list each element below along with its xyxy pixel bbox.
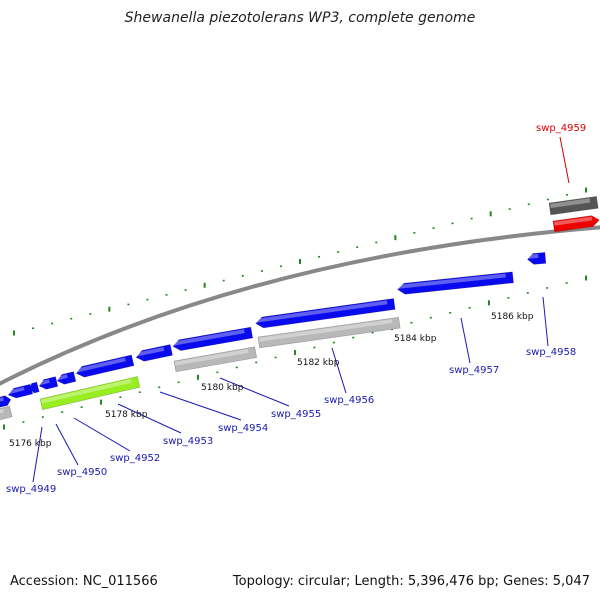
scale-labels: 5176 kbp 5178 kbp 5180 kbp 5182 kbp 5184 kbp… — [9, 312, 534, 449]
gene-label-swp-4955[interactable]: swp_4955 — [271, 409, 321, 420]
gene-reverse[interactable] — [173, 346, 258, 373]
gene-label-swp-4952[interactable]: swp_4952 — [110, 453, 160, 464]
outer-tick-track — [13, 187, 587, 336]
gene-forward[interactable] — [255, 298, 396, 329]
genome-backbone — [0, 225, 600, 386]
gene-forward[interactable] — [56, 371, 77, 386]
callout-leader — [331, 347, 347, 394]
callout-leader — [460, 317, 471, 364]
scale-label: 5186 kbp — [491, 312, 534, 322]
scale-label: 5180 kbp — [201, 383, 244, 393]
gene-forward[interactable] — [75, 354, 135, 379]
gene-reverse[interactable] — [0, 405, 13, 422]
inner-tick-track — [3, 275, 587, 430]
gene-forward[interactable] — [527, 252, 547, 265]
gene-selected[interactable] — [552, 215, 600, 233]
gene-label-swp-4957[interactable]: swp_4957 — [449, 365, 499, 376]
gene-forward[interactable] — [29, 381, 40, 394]
callout-leader — [542, 296, 549, 347]
gene-label-swp-4956[interactable]: swp_4956 — [324, 395, 374, 406]
gene-label-swp-4949[interactable]: swp_4949 — [6, 484, 56, 495]
scale-label: 5178 kbp — [105, 410, 148, 420]
scale-label: 5184 kbp — [394, 334, 437, 344]
map-title: Shewanella piezotolerans WP3, complete g… — [124, 10, 476, 26]
callout-leader — [32, 426, 43, 483]
gene-highlighted[interactable] — [39, 376, 141, 411]
accession-text: Accession: NC_011566 — [10, 574, 158, 589]
gene-label-swp-4954[interactable]: swp_4954 — [218, 423, 268, 434]
scale-label: 5176 kbp — [9, 439, 52, 449]
gene-forward[interactable] — [397, 271, 514, 295]
gene-label-swp-4958[interactable]: swp_4958 — [526, 347, 576, 358]
callout-leader — [219, 377, 290, 407]
gene-label-swp-4953[interactable]: swp_4953 — [163, 436, 213, 447]
gene-label-swp-4959[interactable]: swp_4959 — [536, 123, 586, 134]
feature-track — [0, 195, 600, 422]
callout-leader — [55, 423, 79, 466]
callout-leader — [559, 136, 570, 184]
genome-stats-text: Topology: circular; Length: 5,396,476 bp… — [232, 574, 590, 589]
callout-leader — [159, 391, 242, 421]
callout-leader — [117, 403, 182, 434]
scale-label: 5182 kbp — [297, 358, 340, 368]
gene-forward[interactable] — [7, 383, 34, 400]
gene-forward[interactable] — [135, 344, 173, 363]
feature-other[interactable] — [548, 195, 599, 216]
gene-label-swp-4950[interactable]: swp_4950 — [57, 467, 107, 478]
gene-reverse[interactable] — [257, 316, 401, 349]
gene-forward[interactable] — [172, 326, 254, 352]
gene-forward[interactable] — [0, 395, 12, 409]
callout-leader — [73, 417, 131, 452]
gene-forward[interactable] — [38, 376, 59, 391]
